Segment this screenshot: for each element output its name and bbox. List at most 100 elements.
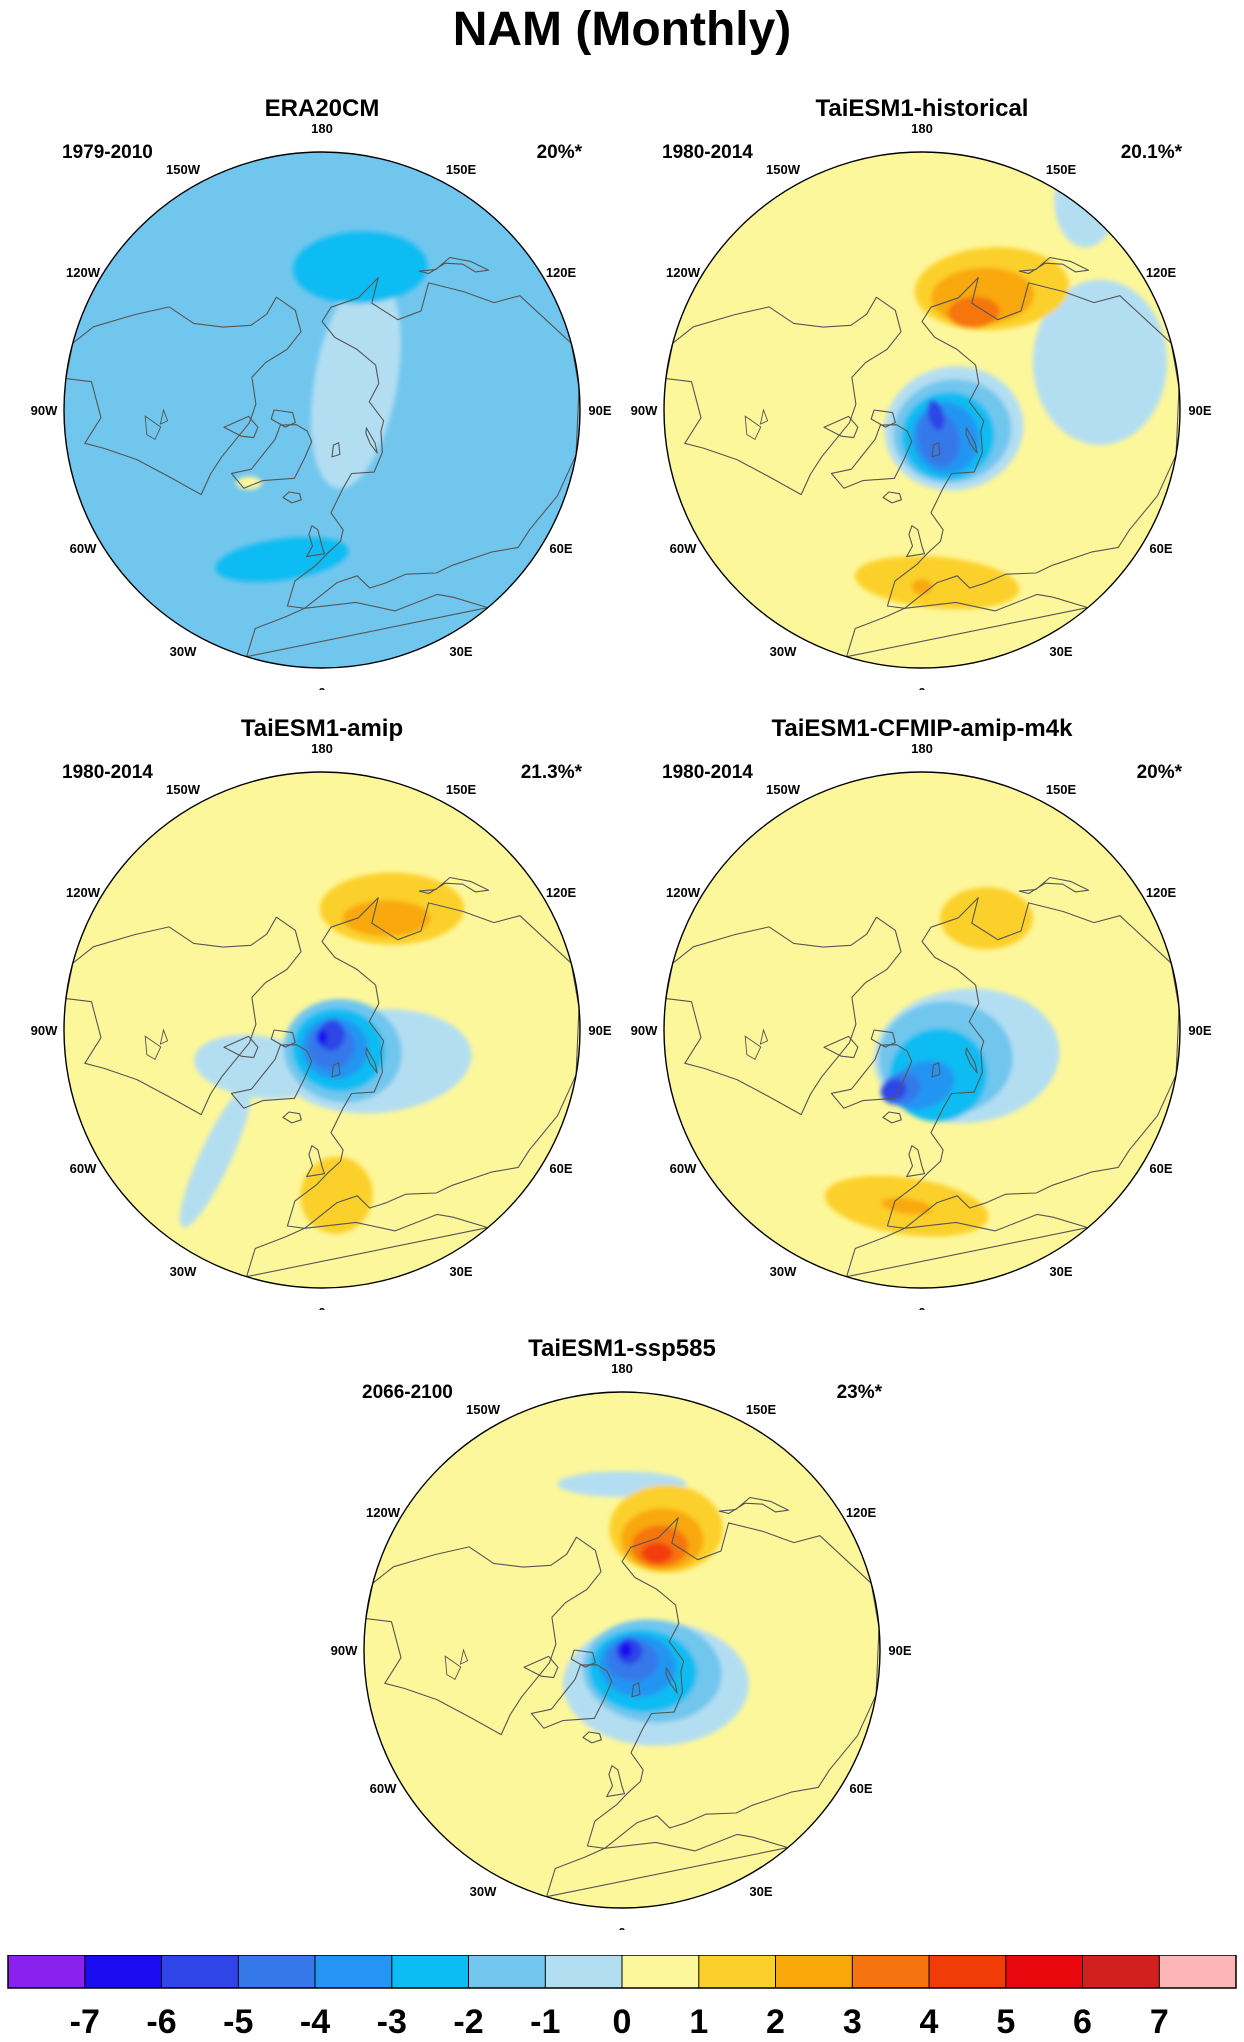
colorbar-tick-label: 7 (1150, 2003, 1169, 2041)
panel-variance: 20.1%* (1121, 142, 1183, 163)
panel-taiesm1-amip: TaiESM1-amip 1980-2014 21.3%* 180 150W 120W 90… (22, 710, 622, 1310)
longitude-label: 60W (670, 541, 697, 556)
longitude-label: 30W (770, 644, 797, 659)
colorbar-tick-label: -6 (146, 2003, 176, 2041)
coastline (246, 1213, 489, 1278)
colorbar-swatch (161, 1955, 239, 1988)
longitude-label: 0 (318, 685, 325, 690)
panel-title: TaiESM1-historical (816, 95, 1029, 122)
colorbar-tick-label: 5 (996, 2003, 1015, 2041)
contour-region (927, 399, 945, 431)
longitude-label: 120E (846, 1505, 877, 1520)
coastline (270, 409, 296, 428)
coastline (418, 256, 490, 275)
longitude-label: 30E (1049, 1264, 1072, 1279)
coastline (223, 1035, 259, 1059)
contour-region (619, 1642, 633, 1658)
colorbar-tick-label: -2 (453, 2003, 483, 2041)
longitude-label: 90E (888, 1643, 911, 1658)
contour-region (948, 296, 1000, 328)
colorbar: -7 -6 -5 -4 -3 -2 -1 0 1 2 3 4 5 6 7 (7, 1955, 1237, 2041)
longitude-label: 0 (918, 685, 925, 690)
contour-region (215, 537, 349, 582)
colorbar-swatch (852, 1955, 930, 1988)
panel-taiesm1-historical: TaiESM1-historical 1980-2014 20.1%* 180 150W… (622, 90, 1222, 690)
coastline (246, 593, 489, 658)
longitude-label: 60E (549, 541, 572, 556)
polar-map: TaiESM1-historical 1980-2014 20.1%* 180 150W… (631, 95, 1212, 690)
panel-variance: 21.3%* (521, 762, 583, 783)
longitude-label: 30E (1049, 644, 1072, 659)
coastline (882, 1111, 902, 1124)
coastline (582, 1731, 602, 1744)
panel-variance: 20%* (537, 142, 583, 163)
longitude-label: 180 (911, 121, 933, 136)
coastline (230, 424, 313, 489)
contour-region (179, 1086, 251, 1228)
coastline (331, 442, 341, 458)
colorbar-tick-label: -7 (70, 2003, 100, 2041)
longitude-label: 180 (611, 1361, 633, 1376)
coastline (665, 916, 902, 1116)
coastline (718, 1496, 790, 1515)
longitude-label: 90W (331, 1643, 358, 1658)
longitude-label: 120E (1146, 885, 1177, 900)
map-boundary (663, 771, 1181, 1289)
coastline (230, 1044, 313, 1109)
colorbar-swatch (315, 1955, 393, 1988)
panel-title: TaiESM1-ssp585 (528, 1335, 716, 1362)
longitude-label: 120W (666, 265, 701, 280)
polar-map: ERA20CM 1979-2010 20%* 180 150W 120W 90W 60W 30W… (31, 95, 612, 690)
coastline (931, 442, 941, 458)
contour-region (917, 410, 960, 467)
longitude-label: 150E (1046, 162, 1077, 177)
colorbar-swatch (545, 1955, 623, 1988)
coastline (606, 1765, 626, 1798)
coastline (846, 593, 1089, 658)
panel-taiesm1-ssp585: TaiESM1-ssp585 2066-2100 23%* 180 150W 120W 90… (322, 1330, 922, 1930)
longitude-label: 30W (770, 1264, 797, 1279)
longitude-label: 120E (1146, 265, 1177, 280)
coastline (365, 1536, 602, 1736)
colorbar-swatch (1159, 1955, 1237, 1988)
colorbar-tick-label: -3 (377, 2003, 407, 2041)
longitude-label: 0 (318, 1305, 325, 1310)
longitude-label: 180 (311, 121, 333, 136)
map-boundary (363, 1391, 881, 1909)
polar-map: TaiESM1-CFMIP-amip-m4k 1980-2014 20%* 180 15… (631, 715, 1212, 1310)
longitude-label: 150E (446, 782, 477, 797)
colorbar-swatch (468, 1955, 546, 1988)
longitude-label: 60E (1149, 541, 1172, 556)
longitude-label: 120E (546, 265, 577, 280)
panel-variance: 23%* (837, 1382, 883, 1403)
coastline (286, 277, 580, 609)
longitude-label: 90W (31, 1023, 58, 1038)
contour-region (316, 1029, 328, 1046)
map-boundary (63, 771, 581, 1289)
coastline (530, 1664, 613, 1729)
coastline (830, 1044, 913, 1109)
coastline (306, 1145, 326, 1178)
lake-outline (144, 1035, 162, 1061)
longitude-label: 150E (746, 1402, 777, 1417)
longitude-label: 90W (631, 1023, 658, 1038)
longitude-label: 90E (1188, 1023, 1211, 1038)
longitude-label: 150W (766, 162, 801, 177)
coastline (870, 409, 896, 428)
coastline (365, 1047, 378, 1074)
longitude-label: 60E (1149, 1161, 1172, 1176)
coastline (65, 916, 302, 1116)
longitude-label: 60W (370, 1781, 397, 1796)
colorbar-swatch (929, 1955, 1007, 1988)
panel-period: 2066-2100 (362, 1382, 453, 1403)
coastline (665, 296, 902, 496)
contour-region (641, 1542, 673, 1564)
coastline (365, 427, 378, 454)
longitude-label: 60W (70, 541, 97, 556)
polar-map: TaiESM1-ssp585 2066-2100 23%* 180 150W 120W 90… (331, 1335, 912, 1930)
coastline (586, 1517, 880, 1849)
longitude-label: 150E (446, 162, 477, 177)
colorbar-swatch (1082, 1955, 1160, 1988)
colorbar-swatch (84, 1955, 163, 1988)
coastline (286, 897, 580, 1229)
